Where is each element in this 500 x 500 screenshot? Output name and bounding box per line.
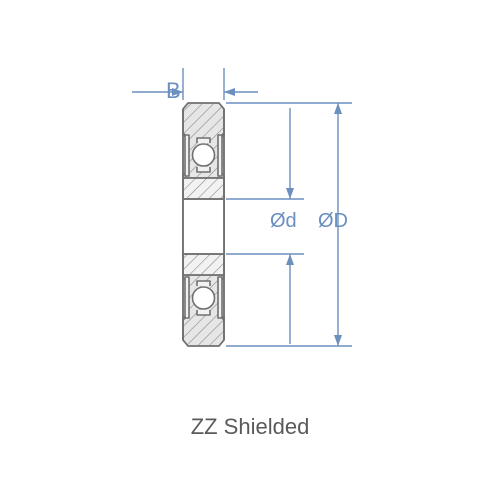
label-D: ØD	[318, 210, 348, 233]
inner-ring-upper-hatch	[183, 178, 224, 199]
inner-ring-lower-hatch	[183, 254, 224, 275]
ball-lower	[193, 287, 215, 309]
caption-text: ZZ Shielded	[0, 414, 500, 440]
dimension-B	[132, 68, 258, 100]
label-B: B	[166, 78, 181, 104]
diagram-canvas: B Ød ØD ZZ Shielded	[0, 0, 500, 500]
bearing-body	[183, 103, 224, 346]
bore-opening	[183, 199, 224, 254]
ball-upper	[193, 144, 215, 166]
label-d: Ød	[270, 210, 297, 233]
